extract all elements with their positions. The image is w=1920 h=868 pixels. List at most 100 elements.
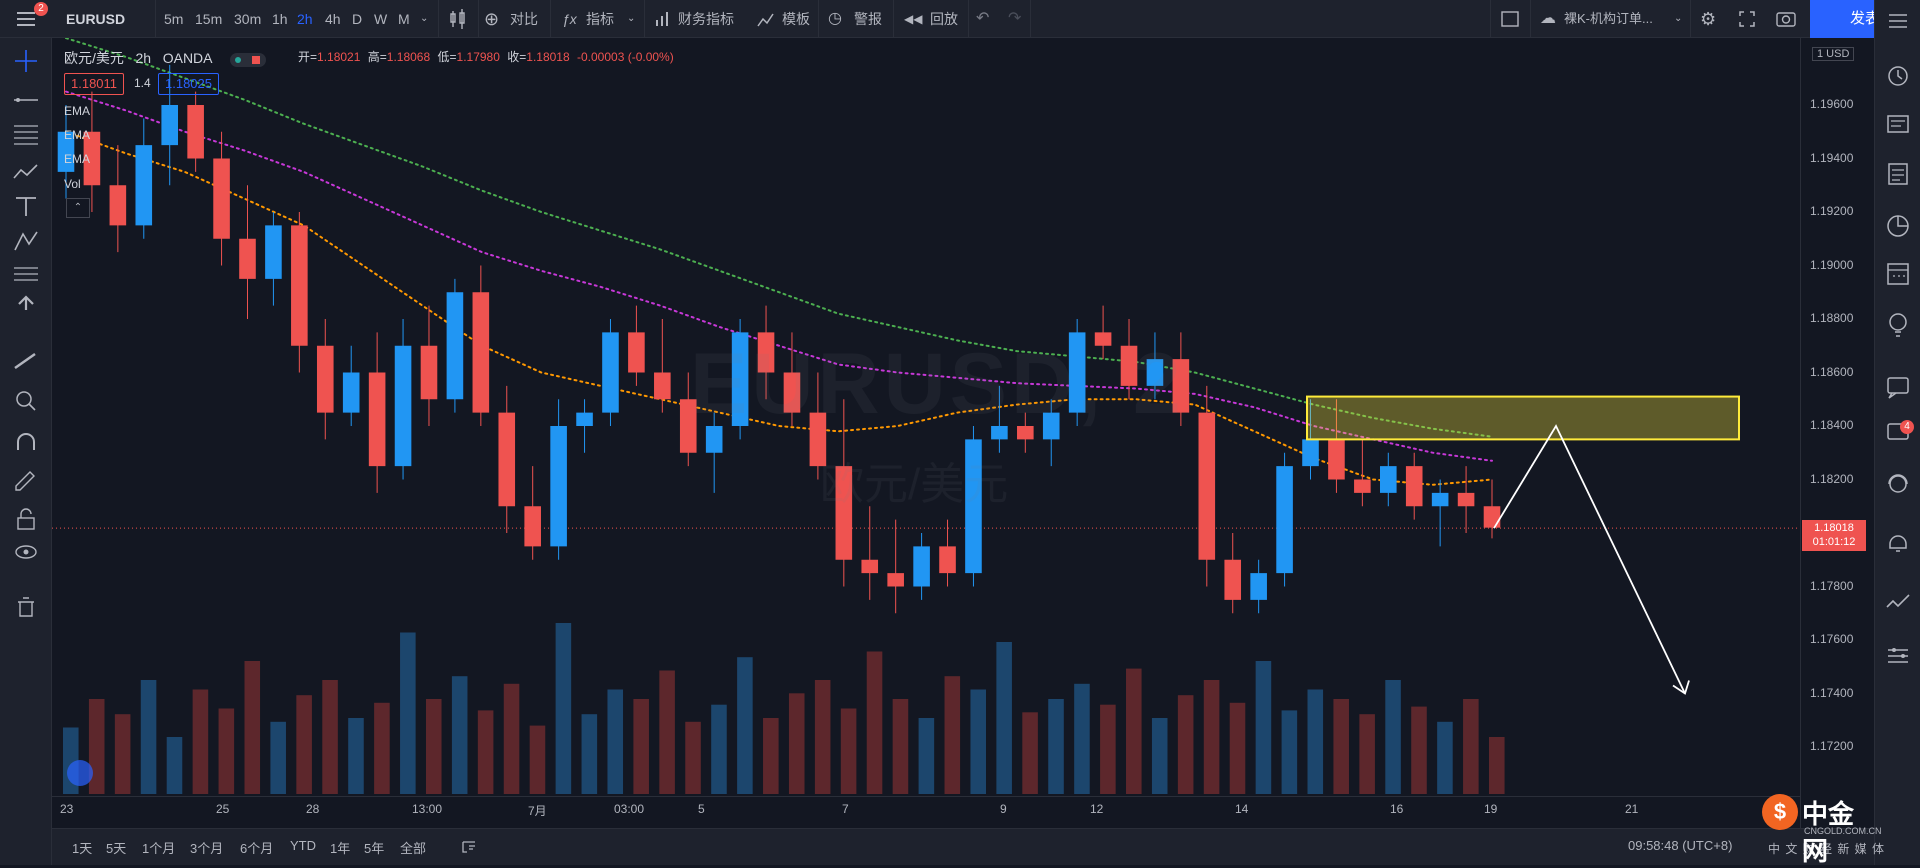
menu-icon[interactable]	[14, 0, 38, 38]
hotlist-icon[interactable]	[1886, 214, 1910, 238]
ema-indicator-label[interactable]: EMA	[64, 104, 91, 118]
time-axis[interactable]	[52, 796, 1800, 828]
interval-1h[interactable]: 1h	[272, 11, 288, 27]
low-label: 低=	[437, 50, 457, 64]
chat-icon[interactable]	[1886, 374, 1910, 398]
pattern-icon[interactable]	[14, 160, 38, 184]
interval-4h[interactable]: 4h	[325, 11, 341, 27]
chevron-down-icon[interactable]: ⌄	[627, 13, 636, 24]
candle-body	[368, 372, 386, 467]
date-range-icon[interactable]	[460, 838, 480, 859]
redo-icon[interactable]: ↷	[1008, 10, 1022, 27]
range-button[interactable]: 5天	[106, 841, 127, 856]
interval-w[interactable]: W	[374, 11, 388, 27]
layout-name-button[interactable]: 裸K-机构订单...	[1564, 11, 1653, 26]
range-button[interactable]: YTD	[290, 838, 316, 853]
interval-30m[interactable]: 30m	[234, 11, 262, 27]
financials-button[interactable]: 财务指标	[678, 11, 734, 27]
trash-icon[interactable]	[14, 594, 38, 618]
volume-indicator-label[interactable]: Vol	[64, 177, 81, 191]
range-button[interactable]: 3个月	[190, 841, 224, 856]
bar-chart-icon[interactable]	[654, 0, 672, 38]
idea-icon[interactable]	[1886, 312, 1910, 336]
templates-icon[interactable]	[756, 0, 776, 38]
candle-body	[109, 185, 127, 226]
templates-button[interactable]: 模板	[782, 11, 810, 27]
compare-icon[interactable]: ⊕	[484, 9, 500, 29]
range-button[interactable]: 1天	[72, 841, 93, 856]
price-axis-label: 1.19400	[1810, 150, 1854, 165]
expand-icon[interactable]	[1737, 0, 1757, 38]
text-icon[interactable]	[14, 196, 38, 220]
volume-bar	[1203, 680, 1220, 794]
interval-d[interactable]: D	[352, 11, 363, 27]
magnet-icon[interactable]	[14, 434, 38, 458]
object-tree-icon[interactable]	[1886, 644, 1910, 668]
alert-button[interactable]: 警报	[854, 11, 882, 27]
price-axis[interactable]	[1800, 38, 1874, 828]
price-axis-label: 1.19600	[1810, 97, 1854, 111]
volume-bar	[1385, 680, 1401, 794]
watchlist-menu-icon[interactable]	[1886, 9, 1910, 33]
ruler-icon[interactable]	[14, 350, 38, 374]
range-button[interactable]: 1年	[330, 841, 351, 856]
ema-indicator-label[interactable]: EMA	[64, 152, 91, 166]
legend-pair[interactable]: 欧元/美元	[64, 50, 124, 66]
stream-icon[interactable]	[1886, 474, 1910, 498]
range-button[interactable]: 1个月	[142, 841, 176, 856]
buy-price-button[interactable]: 1.18025	[158, 73, 219, 95]
undo-icon[interactable]: ↶	[976, 10, 990, 27]
interval-15m[interactable]: 15m	[195, 11, 223, 27]
compare-button[interactable]: 对比	[510, 11, 538, 27]
volume-bar	[529, 725, 546, 794]
fx-icon[interactable]: ƒx	[562, 11, 577, 27]
notification-bell-icon[interactable]	[1886, 528, 1910, 552]
gear-icon[interactable]: ⚙	[1700, 9, 1717, 29]
volume-bar	[425, 699, 442, 794]
interval-5m[interactable]: 5m	[164, 11, 184, 27]
chevron-down-icon[interactable]: ⌄	[1674, 13, 1683, 24]
crosshair-icon[interactable]	[14, 50, 38, 74]
currency-selector[interactable]: 1 USD	[1812, 47, 1855, 61]
chevron-down-icon[interactable]: ⌄	[420, 13, 429, 24]
range-button[interactable]: 6个月	[240, 841, 274, 856]
collapse-legend-button[interactable]: ⌃	[66, 198, 90, 218]
alerts-badge: 4	[1900, 420, 1914, 434]
volume-bar	[1022, 712, 1038, 794]
time-axis-label: 28	[306, 802, 320, 816]
camera-icon[interactable]	[1775, 0, 1797, 38]
arrow-up-icon[interactable]	[14, 294, 38, 318]
eye-icon[interactable]	[14, 540, 38, 564]
replay-button[interactable]: 回放	[930, 11, 958, 27]
alarm-clock-icon[interactable]: ◷	[828, 10, 842, 27]
xabcd-pattern-icon[interactable]	[14, 232, 38, 256]
pencil-lock-icon[interactable]	[14, 470, 38, 494]
lock-icon[interactable]	[14, 508, 38, 532]
cloud-icon[interactable]: ☁	[1540, 10, 1556, 27]
symbol-search[interactable]: EURUSD	[66, 11, 126, 27]
trading-icon[interactable]	[1886, 590, 1910, 614]
horizontal-lines-icon[interactable]	[14, 124, 38, 148]
clock-display[interactable]: 09:58:48 (UTC+8)	[1628, 838, 1733, 853]
interval-m[interactable]: M	[398, 11, 410, 27]
fib-icon[interactable]	[14, 266, 38, 290]
trend-line-icon[interactable]	[14, 88, 38, 112]
interval-2h[interactable]: 2h	[297, 11, 313, 27]
market-status-icon[interactable]	[230, 52, 267, 67]
fullscreen-layout-icon[interactable]	[1500, 0, 1520, 38]
range-button[interactable]: 全部	[400, 841, 427, 856]
indicators-button[interactable]: 指标	[586, 11, 614, 27]
news-icon[interactable]	[1886, 112, 1910, 136]
ema-indicator-label[interactable]: EMA	[64, 128, 91, 142]
zoom-in-icon[interactable]	[14, 386, 38, 410]
alarm-clock-icon[interactable]	[1886, 64, 1910, 88]
calendar-icon[interactable]	[1886, 262, 1910, 286]
candles-icon[interactable]	[448, 0, 468, 38]
range-button[interactable]: 5年	[364, 841, 385, 856]
sell-price-button[interactable]: 1.18011	[64, 73, 125, 95]
price-axis-label: 1.19000	[1810, 257, 1854, 272]
volume-bar	[918, 718, 935, 794]
data-window-icon[interactable]	[1886, 162, 1910, 186]
replay-icon[interactable]: ◀◀	[904, 12, 923, 26]
